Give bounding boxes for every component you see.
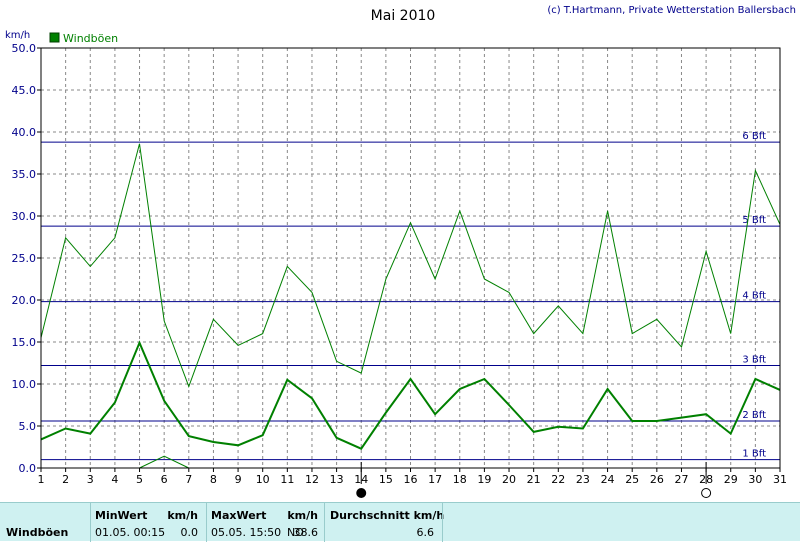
new-moon-icon (356, 488, 367, 498)
min-value: 0.0 (180, 526, 199, 539)
full-moon-icon (701, 488, 712, 498)
y-tick-label-2: 10.0 (12, 378, 37, 391)
chart-title: Mai 2010 (371, 8, 436, 24)
x-tick-label-13: 13 (330, 473, 344, 486)
x-tick-label-1: 1 (38, 473, 45, 486)
series-lines (40, 143, 781, 469)
x-tick-label-3: 3 (87, 473, 94, 486)
max-direction: NO (287, 526, 304, 539)
x-tick-label-11: 11 (280, 473, 294, 486)
x-tick-label-30: 30 (748, 473, 762, 486)
x-tick-label-6: 6 (161, 473, 168, 486)
stats-row-label: Windböen (6, 526, 69, 539)
credit-text: (c) T.Hartmann, Private Wetterstation Ba… (547, 5, 796, 16)
y-tick-label-4: 20.0 (12, 294, 37, 307)
x-tick-label-20: 20 (502, 473, 516, 486)
beaufort-label-3: 3 Bft (742, 355, 766, 366)
min-time: 01.05. 00:15 (95, 526, 166, 539)
stats-row-label-cell: Windböen (0, 503, 90, 542)
moon-phases (356, 462, 712, 498)
x-tick-label-5: 5 (136, 473, 143, 486)
x-tick-label-9: 9 (235, 473, 242, 486)
series-line-2 (40, 340, 781, 450)
legend-swatch (49, 32, 60, 43)
x-tick-label-19: 19 (477, 473, 491, 486)
x-tick-label-10: 10 (256, 473, 270, 486)
legend-label: Windböen (63, 32, 118, 45)
x-tick-label-31: 31 (773, 473, 787, 486)
y-tick-label-1: 5.0 (19, 420, 37, 433)
series-line-3 (139, 455, 190, 469)
stats-table: Windböen MinWert km/h 01.05. 00:15 0.0 M… (0, 502, 800, 542)
avg-cell: Durchschnitt km/h 6.6 (324, 503, 445, 542)
grid (41, 48, 780, 468)
y-tick-label-10: 50.0 (12, 42, 37, 55)
x-tick-label-4: 4 (111, 473, 118, 486)
beaufort-label-6: 6 Bft (742, 131, 766, 142)
beaufort-label-5: 5 Bft (742, 215, 766, 226)
x-tick-label-15: 15 (379, 473, 393, 486)
stats-empty-cell (442, 503, 800, 542)
x-tick-labels: 1 2 3 4 5 6 7 8 9 10 11 12 13 14 15 16 17 18 19 20 21 22 23 24 2… (38, 473, 788, 486)
y-tick-label-6: 30.0 (12, 210, 37, 223)
y-tick-label-0: 0.0 (19, 462, 37, 475)
min-cell: MinWert km/h 01.05. 00:15 0.0 (90, 503, 206, 542)
beaufort-label-4: 4 Bft (742, 291, 766, 302)
x-tick-label-17: 17 (428, 473, 442, 486)
axes (37, 47, 781, 472)
min-header: MinWert (95, 509, 148, 522)
x-tick-label-22: 22 (551, 473, 565, 486)
wind-chart: Mai 2010 (c) T.Hartmann, Private Wetters… (5, 5, 796, 498)
x-tick-label-18: 18 (453, 473, 467, 486)
max-unit: km/h (287, 509, 318, 522)
y-tick-label-3: 15.0 (12, 336, 37, 349)
x-tick-label-8: 8 (210, 473, 217, 486)
y-tick-labels: 0.0 5.0 10.0 15.0 20.0 25.0 30.0 35.0 40.0 45.0 50… (12, 42, 37, 475)
y-axis-label: km/h (5, 30, 30, 41)
x-tick-label-7: 7 (185, 473, 192, 486)
series-line-1 (40, 143, 781, 388)
y-tick-label-8: 40.0 (12, 126, 37, 139)
min-unit: km/h (167, 509, 198, 522)
x-tick-label-25: 25 (625, 473, 639, 486)
max-header: MaxWert (211, 509, 267, 522)
y-tick-label-7: 35.0 (12, 168, 37, 181)
x-tick-label-27: 27 (674, 473, 688, 486)
max-value: 38.6 (293, 526, 319, 539)
avg-value: 6.6 (416, 526, 435, 539)
max-cell: MaxWert km/h 05.05. 15:50 NO 38.6 (206, 503, 324, 542)
x-tick-label-23: 23 (576, 473, 590, 486)
y-tick-label-9: 45.0 (12, 84, 37, 97)
beaufort-label-2: 2 Bft (742, 410, 766, 421)
x-tick-label-29: 29 (724, 473, 738, 486)
beaufort-label-1: 1 Bft (742, 449, 766, 460)
x-tick-label-2: 2 (62, 473, 69, 486)
max-time: 05.05. 15:50 (211, 526, 282, 539)
y-tick-label-5: 25.0 (12, 252, 37, 265)
x-tick-label-24: 24 (601, 473, 615, 486)
x-tick-label-12: 12 (305, 473, 319, 486)
x-tick-label-21: 21 (527, 473, 541, 486)
x-tick-label-16: 16 (404, 473, 418, 486)
avg-header: Durchschnitt km/h (330, 509, 445, 522)
x-tick-label-26: 26 (650, 473, 664, 486)
